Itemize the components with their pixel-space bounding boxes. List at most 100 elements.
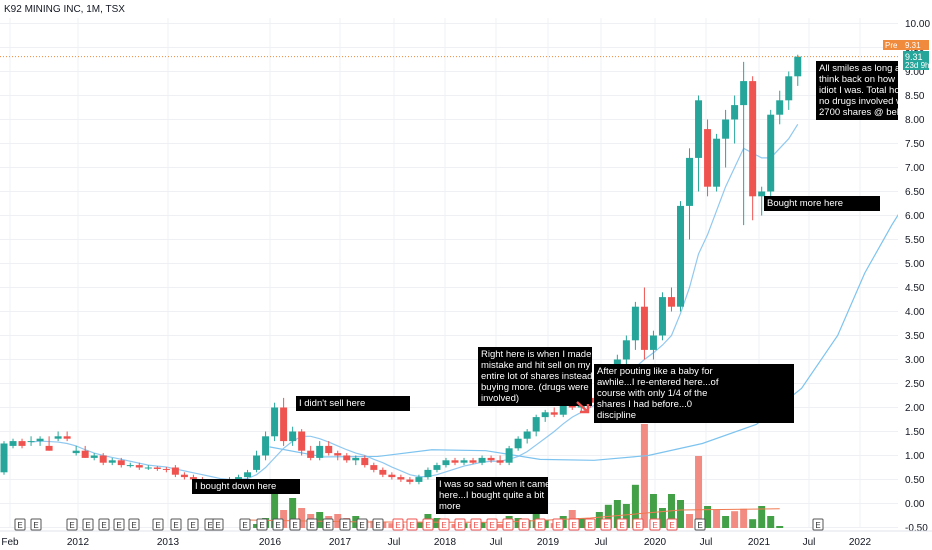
earnings-marker[interactable]: E	[534, 518, 546, 531]
svg-text:E: E	[325, 521, 330, 530]
earnings-marker[interactable]: E	[454, 518, 466, 531]
earnings-marker[interactable]: E	[66, 518, 78, 531]
candle	[550, 407, 558, 418]
volume-bar	[613, 500, 621, 528]
earnings-marker[interactable]: E	[438, 518, 450, 531]
svg-text:E: E	[815, 521, 820, 530]
candle	[280, 397, 288, 446]
volume-bar	[640, 424, 648, 528]
earnings-marker[interactable]: E	[486, 518, 498, 531]
svg-text:E: E	[69, 521, 74, 530]
candle	[63, 431, 71, 442]
time-tick-label: Jul	[595, 537, 608, 548]
earnings-marker[interactable]: E	[187, 518, 199, 531]
annotation-note[interactable]: I didn't sell here	[296, 396, 410, 411]
svg-text:E: E	[537, 521, 542, 530]
earnings-marker[interactable]: E	[600, 518, 612, 531]
annotation-note[interactable]: I bought down here	[192, 479, 300, 494]
earnings-marker[interactable]: E	[422, 518, 434, 531]
volume-bar	[595, 512, 603, 528]
candle	[487, 455, 495, 463]
svg-text:E: E	[473, 521, 478, 530]
earnings-marker[interactable]: E	[82, 518, 94, 531]
svg-text:E: E	[190, 521, 195, 530]
volume-bar	[722, 516, 730, 528]
candle	[442, 457, 450, 468]
earnings-marker[interactable]: E	[406, 518, 418, 531]
volume-bar	[514, 518, 522, 528]
earnings-marker[interactable]: E	[239, 518, 251, 531]
earnings-marker[interactable]: E	[568, 518, 580, 531]
price-axis[interactable]: 10.009.509.008.508.007.507.006.506.005.5…	[883, 0, 932, 550]
price-tick-label: 0.50	[905, 475, 925, 486]
candle	[794, 54, 802, 86]
price-tick-label: 3.50	[905, 331, 925, 342]
annotation-line: I didn't sell here	[299, 398, 365, 409]
earnings-marker[interactable]: E	[666, 518, 678, 531]
earnings-marker[interactable]: E	[289, 518, 301, 531]
volume-bar	[280, 510, 288, 528]
price-tick-label: 0.00	[905, 499, 925, 510]
svg-text:E: E	[155, 521, 160, 530]
slow-moving-average	[269, 159, 932, 461]
annotation-line: buying more. (drugs were	[481, 382, 589, 393]
annotation-note[interactable]: After pouting like a baby forawhile...I …	[594, 364, 794, 423]
volume-bar	[298, 508, 306, 528]
earnings-marker[interactable]: E	[30, 518, 42, 531]
candle	[424, 467, 432, 480]
earnings-marker[interactable]: E	[113, 518, 125, 531]
candle	[731, 95, 739, 144]
earnings-marker[interactable]: E	[212, 518, 224, 531]
candle	[749, 76, 757, 221]
earnings-marker[interactable]: E	[128, 518, 140, 531]
earnings-marker[interactable]: E	[170, 518, 182, 531]
candle	[767, 109, 775, 197]
svg-text:E: E	[425, 521, 430, 530]
candle	[325, 441, 333, 456]
svg-text:E: E	[342, 521, 347, 530]
earnings-marker[interactable]: E	[584, 518, 596, 531]
earnings-marker[interactable]: E	[152, 518, 164, 531]
earnings-marker[interactable]: E	[256, 518, 268, 531]
candle	[722, 109, 730, 168]
earnings-marker[interactable]: E	[649, 518, 661, 531]
volume-bar	[289, 498, 297, 528]
annotation-line: Right here is when I made a	[481, 349, 600, 360]
svg-text:E: E	[669, 521, 674, 530]
annotation-line: here...I bought quite a bit	[439, 490, 544, 501]
annotation-note[interactable]: Bought more here	[764, 196, 880, 211]
earnings-marker[interactable]: E	[502, 518, 514, 531]
candle	[45, 436, 53, 451]
candle	[631, 301, 639, 350]
time-axis[interactable]: Feb 2012 2013 2016 2017 Jul 2018 Jul 2019 Jul 2020…	[0, 530, 932, 548]
earnings-marker[interactable]: E	[518, 518, 530, 531]
earnings-marker[interactable]: E	[632, 518, 644, 531]
earnings-marker[interactable]: E	[98, 518, 110, 531]
earnings-marker[interactable]: E	[339, 518, 351, 531]
candle	[171, 465, 179, 478]
earnings-marker[interactable]: E	[694, 518, 706, 531]
earnings-marker[interactable]: E	[392, 518, 404, 531]
earnings-marker[interactable]: E	[272, 518, 284, 531]
annotations[interactable]: I bought down here I didn't sell here I wa…	[192, 61, 924, 514]
earnings-marker[interactable]: E	[812, 518, 824, 531]
earnings-marker[interactable]: E	[322, 518, 334, 531]
svg-text:23d 9h: 23d 9h	[905, 61, 929, 70]
earnings-marker[interactable]: E	[470, 518, 482, 531]
candle	[523, 429, 531, 444]
earnings-marker[interactable]: E	[14, 518, 26, 531]
candle	[640, 287, 648, 360]
earnings-marker[interactable]: E	[306, 518, 318, 531]
earnings-marker[interactable]: E	[616, 518, 628, 531]
time-tick-label: 2016	[259, 537, 282, 548]
candle	[379, 467, 387, 478]
candle	[162, 467, 170, 473]
earnings-marker[interactable]: E	[552, 518, 564, 531]
earnings-marker[interactable]: E	[372, 518, 384, 531]
earnings-marker[interactable]: E	[356, 518, 368, 531]
